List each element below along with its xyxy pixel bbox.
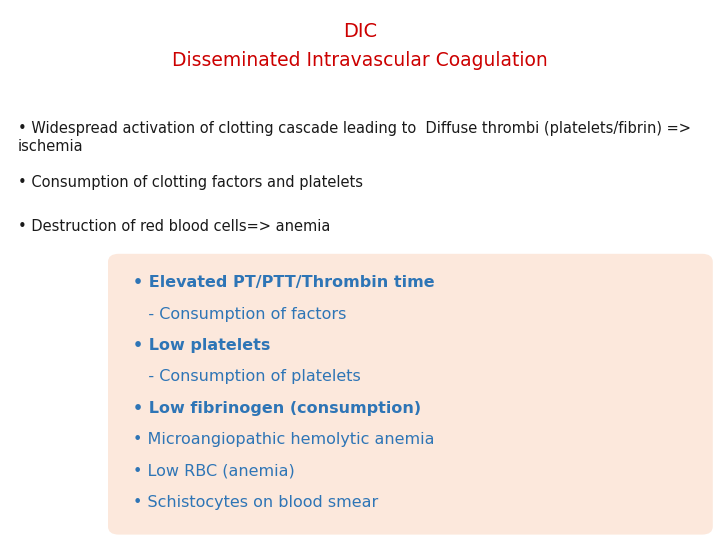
Text: Disseminated Intravascular Coagulation: Disseminated Intravascular Coagulation (172, 51, 548, 70)
Text: - Consumption of factors: - Consumption of factors (133, 307, 346, 322)
Text: • Consumption of clotting factors and platelets: • Consumption of clotting factors and pl… (18, 176, 363, 191)
FancyBboxPatch shape (108, 254, 713, 535)
Text: • Elevated PT/PTT/Thrombin time: • Elevated PT/PTT/Thrombin time (133, 275, 435, 291)
Text: • Microangiopathic hemolytic anemia: • Microangiopathic hemolytic anemia (133, 432, 435, 447)
Text: • Widespread activation of clotting cascade leading to  Diffuse thrombi (platele: • Widespread activation of clotting casc… (18, 122, 691, 154)
Text: • Low fibrinogen (consumption): • Low fibrinogen (consumption) (133, 401, 421, 416)
Text: • Schistocytes on blood smear: • Schistocytes on blood smear (133, 495, 379, 510)
Text: • Low platelets: • Low platelets (133, 338, 271, 353)
Text: DIC: DIC (343, 22, 377, 40)
Text: • Low RBC (anemia): • Low RBC (anemia) (133, 463, 295, 478)
Text: - Consumption of platelets: - Consumption of platelets (133, 369, 361, 384)
Text: • Destruction of red blood cells=> anemia: • Destruction of red blood cells=> anemi… (18, 219, 330, 234)
